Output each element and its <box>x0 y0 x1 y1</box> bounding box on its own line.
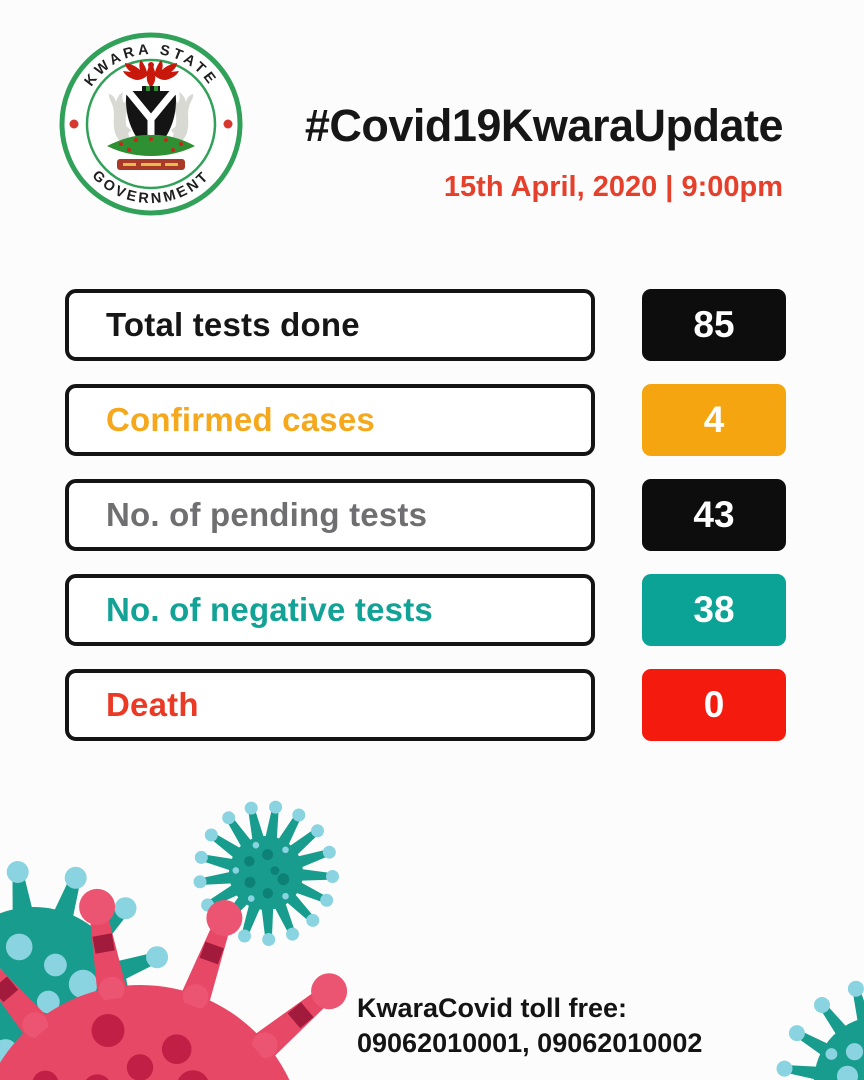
stat-row: Total tests done 85 <box>65 289 786 361</box>
stat-value: 85 <box>693 304 735 345</box>
stat-value-badge: 43 <box>642 479 786 551</box>
stat-value: 4 <box>703 399 725 440</box>
stat-label: Death <box>106 686 199 723</box>
stat-label-box: Death <box>65 669 595 741</box>
stat-label: No. of negative tests <box>106 591 433 628</box>
wreath-flowers <box>119 137 183 152</box>
coronavirus-icon <box>193 800 339 946</box>
stat-value: 0 <box>703 684 725 725</box>
torse <box>142 86 160 91</box>
stat-row: No. of pending tests 43 <box>65 479 786 551</box>
stat-label-box: Confirmed cases <box>65 384 595 456</box>
stat-label: No. of pending tests <box>106 496 428 533</box>
coronavirus-icon <box>776 980 864 1080</box>
eagle-icon <box>123 60 179 88</box>
kwara-state-seal: KWARA STATE GOVERNMENT <box>59 32 243 216</box>
eagle-head <box>148 62 154 68</box>
stat-label: Total tests done <box>106 306 360 343</box>
seal-right-dot-icon <box>223 119 233 129</box>
stat-label-box: No. of pending tests <box>65 479 595 551</box>
stat-value: 43 <box>693 494 735 535</box>
stat-label-box: No. of negative tests <box>65 574 595 646</box>
stat-value-badge: 0 <box>642 669 786 741</box>
coronavirus-icon <box>0 888 348 1080</box>
motto-text-marks <box>123 163 178 166</box>
stat-label-box: Total tests done <box>65 289 595 361</box>
stat-value-badge: 38 <box>642 574 786 646</box>
stat-label: Confirmed cases <box>106 401 375 438</box>
footer-tollfree: KwaraCovid toll free: 09062010001, 09062… <box>357 991 702 1061</box>
stat-row: Death 0 <box>65 669 786 741</box>
stat-value-badge: 85 <box>642 289 786 361</box>
stat-row: No. of negative tests 38 <box>65 574 786 646</box>
stat-value: 38 <box>693 589 735 630</box>
seal-left-dot-icon <box>69 119 79 129</box>
footer-tollfree-label: KwaraCovid toll free: <box>357 993 628 1023</box>
coat-of-arms <box>107 60 195 170</box>
footer-tollfree-numbers: 09062010001, 09062010002 <box>357 1028 703 1058</box>
stat-row: Confirmed cases 4 <box>65 384 786 456</box>
update-date: 15th April, 2020 | 9:00pm <box>443 171 783 203</box>
stat-value-badge: 4 <box>642 384 786 456</box>
page-title: #Covid19KwaraUpdate <box>304 100 784 151</box>
